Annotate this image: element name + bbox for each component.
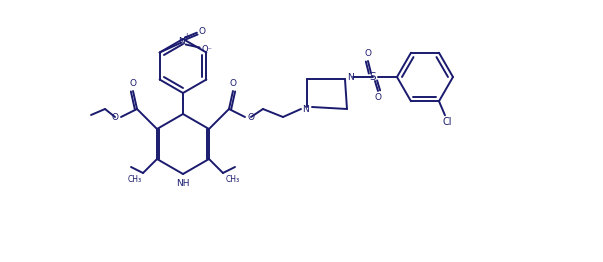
Text: O: O xyxy=(230,79,236,89)
Text: NH: NH xyxy=(176,178,190,188)
Text: Cl: Cl xyxy=(442,117,452,127)
Text: S: S xyxy=(370,72,376,82)
Text: O⁻: O⁻ xyxy=(201,45,212,54)
Text: O: O xyxy=(248,112,255,122)
Text: O: O xyxy=(111,112,118,122)
Text: N: N xyxy=(347,73,354,81)
Text: O: O xyxy=(130,79,136,89)
Text: O: O xyxy=(374,94,382,102)
Text: N: N xyxy=(302,105,309,113)
Text: O: O xyxy=(364,50,371,58)
Text: O: O xyxy=(198,27,205,36)
Text: N: N xyxy=(178,37,185,46)
Text: CH₃: CH₃ xyxy=(226,174,240,183)
Text: CH₃: CH₃ xyxy=(128,174,142,183)
Text: +: + xyxy=(183,32,190,41)
